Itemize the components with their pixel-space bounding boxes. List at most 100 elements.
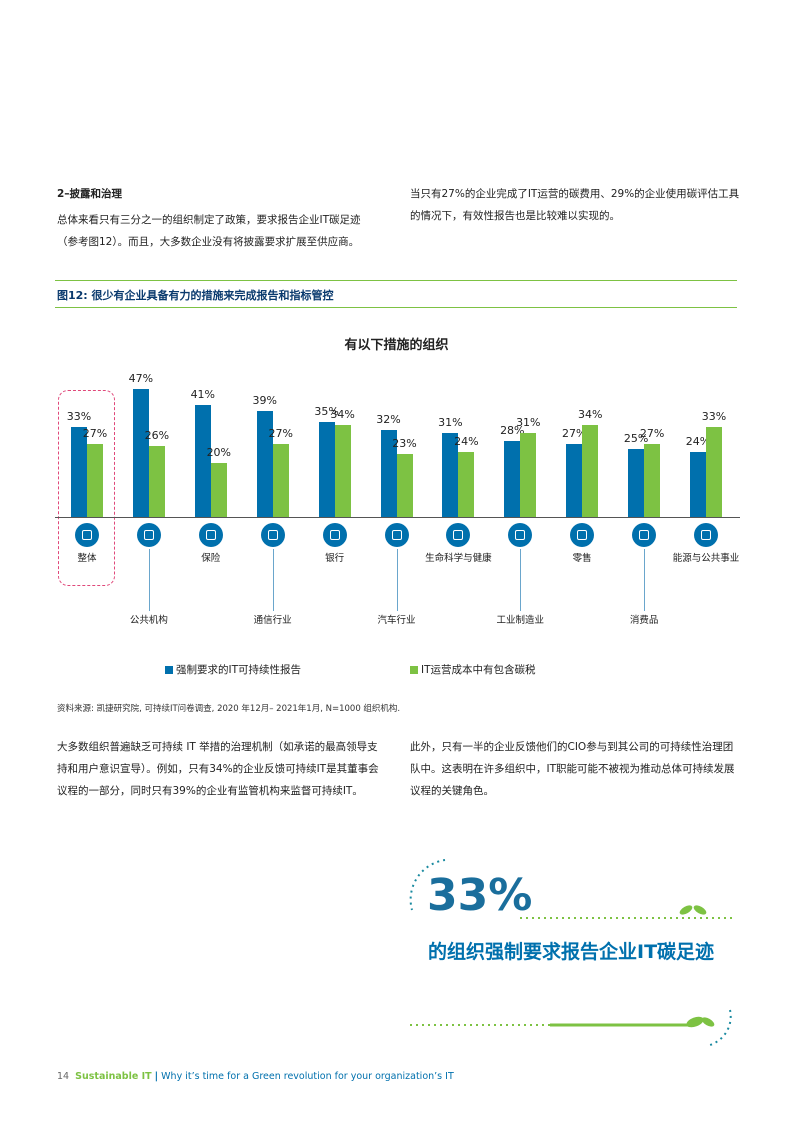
category-label: 保险 (201, 553, 221, 564)
category-label: 整体 (77, 553, 97, 564)
value-label: 39% (252, 393, 277, 407)
value-label: 35% (314, 404, 339, 418)
callout-decoration (409, 859, 735, 1046)
value-label: 41% (190, 388, 216, 402)
page-number: 14 (57, 1071, 70, 1082)
value-label: 47% (128, 372, 154, 386)
category-icon (384, 523, 409, 547)
rule (55, 307, 737, 308)
category-label: 通信行业 (253, 615, 292, 626)
section-heading: 2–披露和治理 (57, 188, 123, 200)
bar (318, 421, 335, 517)
category-label: 能源与公共事业 (672, 553, 740, 564)
callout-text: 的组织强制要求报告企业IT碳足迹 (428, 941, 715, 963)
bar (380, 429, 397, 517)
value-label: 26% (144, 429, 170, 443)
footer-title: Why it’s time for a Green revolution for… (161, 1071, 454, 1082)
paragraph: 总体来看只有三分之一的组织制定了政策，要求报告企业IT碳足迹（参考图12）。而且… (57, 214, 361, 248)
value-label: 24% (685, 434, 711, 448)
legend-swatch (165, 666, 173, 674)
category-label: 公共机构 (129, 615, 168, 626)
leader-line (272, 549, 274, 611)
value-label: 32% (376, 412, 401, 426)
value-label: 23% (392, 437, 417, 451)
category-label: 生命科学与健康 (425, 553, 492, 564)
paragraph: 此外，只有一半的企业反馈他们的CIO参与到其公司的可持续性治理团队中。这表明在许… (410, 741, 735, 797)
value-label: 33% (701, 410, 727, 424)
highlight-box (58, 390, 115, 586)
value-label: 34% (330, 407, 355, 421)
bar (566, 443, 583, 517)
bar (458, 451, 475, 517)
leader-line (396, 549, 398, 611)
category-icon-glyph (453, 530, 464, 540)
bar (132, 389, 149, 517)
category-label: 零售 (572, 553, 592, 564)
footer-brand: Sustainable IT (75, 1071, 152, 1082)
bar (148, 446, 165, 517)
bar (87, 443, 103, 517)
value-label: 31% (516, 415, 541, 429)
bar (71, 427, 87, 517)
rule (55, 280, 737, 281)
category-icon-glyph (143, 530, 154, 540)
bar (690, 451, 706, 517)
source-note: 资料来源: 凯捷研究院, 可持续IT问卷调查, 2020 年12月– 2021年… (57, 704, 401, 714)
bar (256, 410, 273, 517)
value-label: 20% (206, 445, 232, 459)
category-icon-glyph (577, 530, 588, 540)
bar (396, 454, 413, 517)
value-label: 25% (623, 432, 649, 445)
bar (272, 443, 289, 517)
category-icon-glyph (515, 530, 526, 540)
category-icon-glyph (391, 530, 402, 540)
category-icon-glyph (701, 530, 711, 540)
bar (628, 449, 645, 517)
value-label: 33% (66, 410, 92, 424)
category-icon (508, 523, 533, 547)
category-icon-glyph (639, 530, 650, 540)
category-icon-glyph (329, 530, 340, 540)
bar (504, 440, 521, 517)
baseline (55, 517, 740, 518)
bar (520, 432, 537, 517)
legend-swatch (410, 666, 418, 674)
footer-separator: | (154, 1071, 159, 1082)
bar (334, 424, 351, 517)
bar (582, 424, 599, 517)
category-icon (446, 523, 471, 547)
value-label: 28% (500, 423, 525, 437)
bar (706, 427, 722, 517)
bar (442, 432, 459, 517)
chart: 有以下措施的组织 33% 27% 整体 47% 26% 公共机构 41% 20% 保险 39% 27… (0, 320, 793, 690)
category-icon (260, 523, 285, 547)
category-label: 银行 (325, 553, 345, 564)
paragraph: 当只有27%的企业完成了IT运营的碳费用、29%的企业使用碳评估工具的情况下，有… (410, 188, 740, 222)
leader-line (644, 549, 646, 611)
category-icon (198, 523, 223, 547)
category-icon (632, 523, 657, 547)
bar (194, 405, 211, 517)
legend-label: 强制要求的IT可持续性报告 (176, 664, 302, 676)
category-icon-glyph (267, 530, 278, 540)
category-icon (75, 523, 99, 547)
category-label: 工业制造业 (496, 615, 545, 626)
callout-figure: 33% (427, 870, 533, 921)
value-label: 31% (438, 415, 463, 429)
value-label: 27% (82, 426, 108, 440)
bar (644, 443, 661, 517)
category-icon (136, 523, 161, 547)
leader-line (520, 549, 522, 611)
paragraph: 大多数组织普遍缺乏可持续 IT 举措的治理机制（如承诺的最高领导支持和用户意识宣… (57, 741, 379, 797)
category-label: 消费品 (629, 615, 659, 626)
value-label: 27% (639, 426, 665, 440)
value-label: 24% (454, 434, 479, 448)
chart-title: 有以下措施的组织 (344, 338, 449, 353)
value-label: 27% (561, 426, 587, 440)
category-label: 汽车行业 (377, 615, 416, 626)
category-icon (322, 523, 347, 547)
category-icon (694, 523, 718, 547)
category-icon-glyph (82, 530, 92, 540)
category-icon (570, 523, 595, 547)
